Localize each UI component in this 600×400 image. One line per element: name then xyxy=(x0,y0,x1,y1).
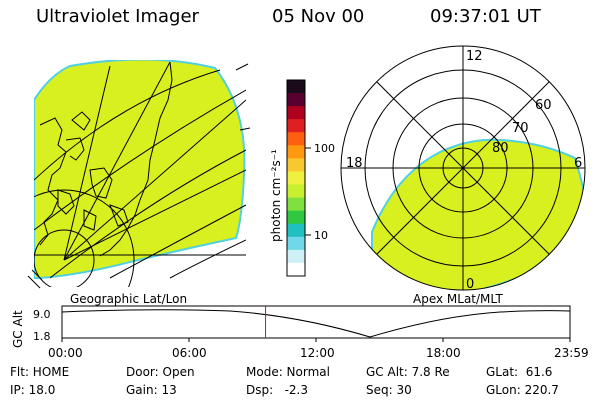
timeline-frame xyxy=(61,305,571,339)
instrument-title: Ultraviolet Imager xyxy=(36,6,199,27)
door-info: Door: Open xyxy=(126,365,195,379)
glon-info: GLon: 220.7 xyxy=(486,383,559,397)
timeline-ytick-bottom: 1.8 xyxy=(33,330,51,343)
mlat-label-70: 70 xyxy=(512,121,529,136)
aurora-oval-magnetic xyxy=(371,138,585,290)
colorbar-segment xyxy=(287,132,305,146)
colorbar-segment xyxy=(287,223,305,238)
colorbar-segment xyxy=(287,210,305,225)
polar-grid xyxy=(340,45,586,291)
colorbar-segment xyxy=(287,249,305,264)
mlt-label-0: 0 xyxy=(466,277,474,292)
colorbar-segment xyxy=(287,171,305,186)
date-label: 05 Nov 00 xyxy=(272,6,365,27)
colorbar-segment xyxy=(287,80,305,94)
colorbar-segment xyxy=(287,236,305,251)
colorbar-segment xyxy=(287,184,305,199)
time-label: 09:37:01 UT xyxy=(430,6,541,27)
timeline-xtick: 06:00 xyxy=(172,346,207,360)
timeline-xtick: 00:00 xyxy=(48,346,83,360)
colorbar-tick-100: 100 xyxy=(314,142,335,155)
geographic-map-label: Geographic Lat/Lon xyxy=(70,292,188,306)
mlt-label-6: 6 xyxy=(574,156,582,171)
timeline-ytick-top: 9.0 xyxy=(33,308,51,321)
glat-info: GLat: 61.6 xyxy=(486,365,553,379)
mlat-label-60: 60 xyxy=(535,98,552,113)
colorbar-segment xyxy=(287,93,305,107)
colorbar-segment xyxy=(287,106,305,120)
timeline-xtick: 23:59 xyxy=(554,346,589,360)
colorbar xyxy=(287,80,305,277)
colorbar-segment xyxy=(287,197,305,212)
colorbar-tick-10: 10 xyxy=(314,229,328,242)
dsp-info: Dsp: -2.3 xyxy=(246,383,309,397)
ip-info: IP: 18.0 xyxy=(10,383,56,397)
magnetic-map-label: Apex MLat/MLT xyxy=(413,292,503,306)
aurora-image-geographic xyxy=(34,60,246,279)
gc-alt-info: GC Alt: 7.8 Re xyxy=(366,365,450,379)
timeline-xtick: 12:00 xyxy=(300,346,335,360)
mlt-label-18: 18 xyxy=(346,156,363,171)
colorbar-segment xyxy=(287,145,305,159)
colorbar-segment xyxy=(287,158,305,172)
mode-info: Mode: Normal xyxy=(246,365,330,379)
gc-altitude-curve xyxy=(61,309,571,338)
colorbar-segment xyxy=(287,262,305,277)
timeline-ylabel: GC Alt xyxy=(11,310,25,348)
gain-info: Gain: 13 xyxy=(126,383,177,397)
mlt-label-12: 12 xyxy=(466,49,483,64)
colorbar-segment xyxy=(287,119,305,133)
mlat-label-80: 80 xyxy=(492,141,509,156)
colorbar-unit-label: photon cm⁻²s⁻¹ xyxy=(269,149,283,242)
timeline-xtick: 18:00 xyxy=(426,346,461,360)
seq-info: Seq: 30 xyxy=(366,383,412,397)
flight-info: Flt: HOME xyxy=(10,365,70,379)
